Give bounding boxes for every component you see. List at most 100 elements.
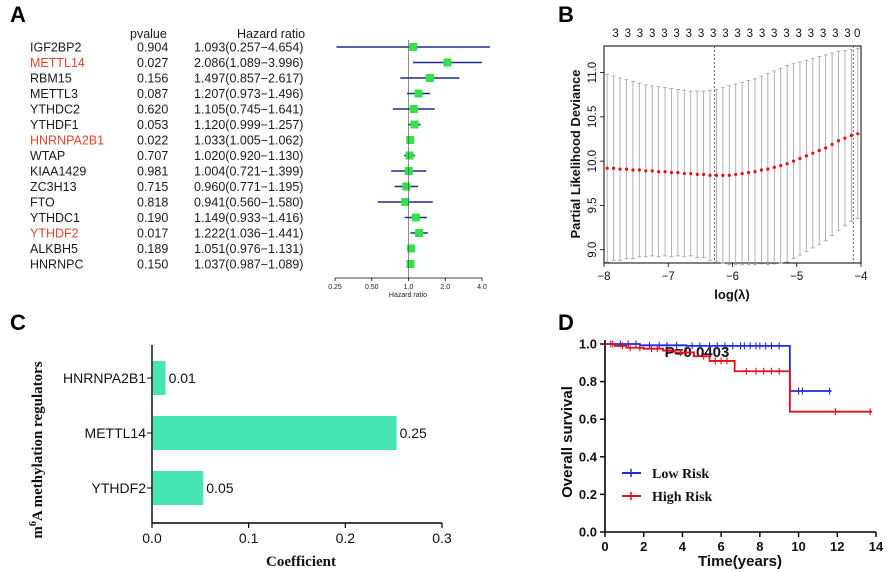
lasso-point <box>695 172 699 177</box>
km-x-label: Time(years) <box>698 553 782 570</box>
km-x-tick-label: 6 <box>718 539 725 554</box>
km-y-label: Overall survival <box>559 386 576 498</box>
forest-x-axis: 0.25 0.50 1.0 2.0 4.0 <box>328 40 487 291</box>
forest-pvalue: 0.620 <box>137 103 168 117</box>
forest-pvalue: 0.818 <box>137 196 168 210</box>
lasso-point <box>791 159 796 163</box>
km-x-tick-label: 12 <box>830 539 844 554</box>
lasso-x-label: log(λ) <box>714 287 749 302</box>
lasso-x-tick-label: −4 <box>854 271 868 283</box>
lasso-point <box>689 171 693 176</box>
km-curve-high-risk <box>605 343 873 413</box>
lasso-point <box>817 148 821 153</box>
lasso-point <box>798 156 802 161</box>
lasso-point <box>766 167 770 171</box>
lasso-point <box>644 169 648 173</box>
lasso-y-label: Partial Likelihood Deviance <box>568 69 583 238</box>
forest-gene-label: METTL3 <box>30 87 78 101</box>
forest-point <box>406 136 415 144</box>
km-legend: Low Risk High Risk <box>622 467 713 505</box>
forest-pvalue: 0.715 <box>137 180 168 194</box>
lasso-point <box>676 171 680 175</box>
forest-gene-label: RBM15 <box>30 72 72 86</box>
lasso-point <box>753 170 757 174</box>
coefficient-bar <box>153 416 397 450</box>
forest-plot: pvalue Hazard ratio IGF2BP2 0.904 1.093(0.… <box>30 27 490 299</box>
forest-pvalue: 0.017 <box>137 227 168 241</box>
forest-point <box>414 89 423 98</box>
lasso-plot-frame <box>603 45 862 264</box>
lasso-point <box>708 173 712 177</box>
coefficient-x-tick-label: 0.0 <box>142 530 162 546</box>
lasso-top-count-label: 3 <box>686 28 692 40</box>
coefficient-bar <box>153 361 166 395</box>
forest-point <box>405 151 414 160</box>
forest-pvalue: 0.053 <box>137 118 168 132</box>
lasso-point <box>682 171 686 176</box>
lasso-point <box>830 142 834 146</box>
km-axes: 0 2 4 6 8 10 12 14 0.0 0.2 0.4 0.6 0.8 1.0 <box>579 337 884 555</box>
lasso-points <box>605 132 860 177</box>
lasso-point <box>849 133 853 138</box>
forest-gene-label: IGF2BP2 <box>30 41 81 55</box>
forest-point <box>425 74 434 82</box>
forest-point <box>407 244 416 253</box>
lasso-top-count-label: 3 <box>673 28 679 40</box>
forest-gene-label: FTO <box>30 196 55 210</box>
coefficient-category-label: METTL14 <box>85 425 147 441</box>
coefficient-value-label: 0.05 <box>206 480 233 496</box>
forest-hr-text: 1.037(0.987−1.089) <box>194 258 303 272</box>
forest-point <box>406 260 415 268</box>
lasso-point <box>759 168 764 172</box>
lasso-point <box>772 165 776 169</box>
panel-label-c: C <box>10 310 26 335</box>
forest-pvalue: 0.904 <box>137 41 168 55</box>
forest-pvalue: 0.027 <box>137 56 168 70</box>
lasso-point <box>746 171 751 175</box>
forest-gene-label: YTHDC2 <box>30 103 80 117</box>
coefficient-category-label: YTHDF2 <box>92 480 147 496</box>
forest-gene-label: YTHDF1 <box>30 118 79 132</box>
lasso-point <box>657 170 661 174</box>
lasso-point <box>811 151 815 155</box>
lasso-top-count-label: 3 <box>844 28 850 40</box>
lasso-point <box>663 170 667 174</box>
lasso-point <box>669 171 674 175</box>
forest-hr-text: 1.105(0.745−1.641) <box>194 103 303 117</box>
lasso-y-tick-label: 10.0 <box>587 150 599 172</box>
km-y-tick-label: 0.6 <box>579 412 597 427</box>
panel-label-b: B <box>558 2 574 27</box>
lasso-point <box>727 173 731 177</box>
lasso-point <box>605 166 609 170</box>
forest-gene-label: WTAP <box>30 149 65 163</box>
coefficient-value-label: 0.25 <box>400 425 427 441</box>
lasso-top-count-label: 3 <box>832 28 838 40</box>
lasso-top-count-label: 3 <box>625 28 631 40</box>
forest-gene-label: KIAA1429 <box>30 165 86 179</box>
lasso-point <box>618 167 622 171</box>
lasso-x-tick-label: −7 <box>662 271 675 283</box>
y-label-superscript: 6 <box>28 521 39 526</box>
lasso-point <box>721 173 725 177</box>
lasso-point <box>714 173 719 177</box>
km-y-tick-label: 0.4 <box>579 449 598 464</box>
y-label-prefix: m <box>30 526 46 539</box>
coefficient-value-label: 0.01 <box>169 370 196 386</box>
coefficient-category-label: HNRNPA2B1 <box>63 370 146 386</box>
forest-hr-text: 1.497(0.857−2.617) <box>194 72 303 86</box>
lasso-point <box>779 163 783 168</box>
forest-pvalue: 0.087 <box>137 87 168 101</box>
coefficient-y-label: m6A methylation regulators <box>28 361 46 538</box>
lasso-y-tick-label: 9.0 <box>587 242 599 258</box>
lasso-top-count-label: 3 <box>771 28 777 40</box>
coefficient-x-label: Coefficient <box>266 554 336 570</box>
lasso-top-count-label: 3 <box>661 28 667 40</box>
forest-gene-label: ALKBH5 <box>30 242 78 256</box>
lasso-point <box>836 139 841 143</box>
lasso-top-count-label: 3 <box>710 28 716 40</box>
lasso-top-count-label: 3 <box>759 28 765 40</box>
